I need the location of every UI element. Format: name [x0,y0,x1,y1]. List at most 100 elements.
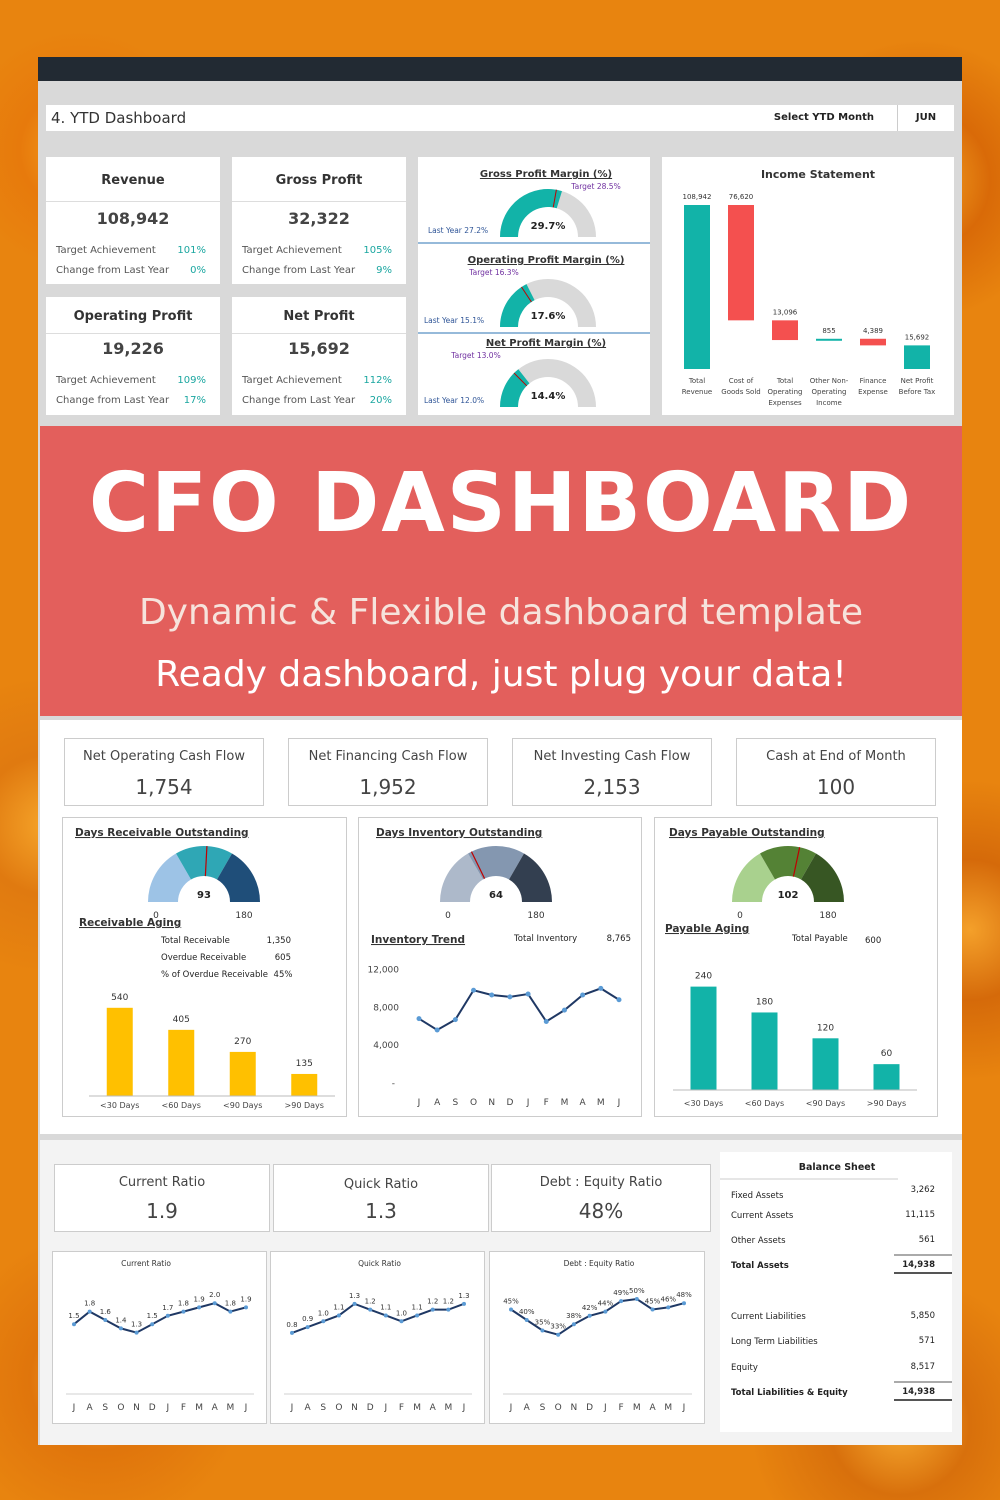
gauge-segment [509,853,552,902]
margin-value: 17.6% [531,311,566,322]
total-value: 600 [865,936,881,946]
ratio-point [462,1301,466,1306]
margin-value: 29.7% [531,221,566,232]
margin-last-year: Last Year 15.1% [424,316,484,325]
banner-tagline: Ready dashboard, just plug your data! [155,654,847,695]
ratio-point [244,1305,248,1310]
x-tick: O [470,1098,477,1108]
ratio-point [103,1318,108,1322]
gauge-segment [468,846,524,880]
target-value: 112% [363,375,392,386]
aging-bar [106,1007,133,1096]
inventory-point [489,992,495,998]
x-tick: A [649,1403,656,1413]
margin-title: Operating Profit Margin (%) [468,255,625,266]
stat-value: 45% [274,970,293,980]
balance-row-value: 571 [919,1336,935,1346]
balance-row-label: Current Assets [731,1211,794,1221]
waterfall-bar [684,205,710,369]
margin-title: Gross Profit Margin (%) [480,169,612,180]
ratio-kpi-title: Current Ratio [118,1175,206,1190]
ratio-label: 1.9 [194,1295,205,1303]
ratio-point [150,1322,155,1327]
aging-bar-label: 135 [296,1059,313,1069]
x-tick: F [618,1403,623,1413]
ratio-label: 44% [598,1300,614,1308]
ratio-label: 1.5 [147,1312,158,1320]
aging-bar [873,1064,900,1090]
x-tick: S [453,1098,459,1108]
x-tick: M [561,1098,569,1108]
y-tick: - [392,1079,395,1089]
gauge-fill [500,188,562,237]
gauge-track [500,359,596,407]
ratio-point [118,1326,123,1331]
dpo-chart: Days Payable Outstanding 102 0 180 Payable A… [665,827,917,1108]
balance-row-label: Long Term Liabilities [731,1337,818,1347]
balance-sheet-table: Balance Sheet Fixed Assets 3,262 Current As… [720,1152,952,1432]
gauge-value: 102 [778,890,799,901]
waterfall-bar [728,205,754,321]
margin-last-year: Last Year 12.0% [424,396,484,405]
waterfall-category: Expenses [768,399,802,407]
y-tick: 4,000 [373,1041,399,1051]
ratio-kpi-value: 1.9 [146,1199,178,1223]
aging-bar [229,1051,256,1096]
ratio-label: 1.9 [240,1295,251,1303]
ratio-point [650,1307,655,1312]
x-tick: O [555,1403,562,1413]
change-value: 20% [369,395,392,406]
x-tick: A [430,1403,437,1413]
ratio-point [181,1309,186,1314]
ratio-kpi-debt-equity: Debt : Equity Ratio 48% [491,1164,711,1232]
x-tick: M [444,1403,452,1413]
waterfall-bar [772,320,798,341]
cash-flow-section: Net Operating Cash Flow 1,754 Net Financ… [40,720,962,1134]
page-title: 4. YTD Dashboard [51,109,187,127]
ratio-point [666,1305,671,1310]
balance-sheet-panel: Balance Sheet Fixed Assets 3,262 Current As… [720,1152,952,1432]
aging-category: <90 Days [223,1101,262,1110]
balance-row-label: Equity [731,1363,758,1373]
margin-value: 14.4% [531,391,566,402]
x-tick: O [335,1403,342,1413]
x-tick: J [603,1403,607,1413]
ratio-point [336,1313,341,1318]
month-selector[interactable]: JUN [897,105,954,131]
chart-title: Current Ratio [121,1259,171,1268]
cash-kpi-title: Net Operating Cash Flow [83,749,245,764]
gauge-segment [176,846,232,880]
waterfall-bar [904,345,930,369]
x-tick: M [633,1403,641,1413]
ratio-label: 1.8 [178,1300,189,1308]
balance-row-value: 14,938 [902,1260,935,1270]
gauge-needle [552,189,557,208]
ratio-kpi-value: 48% [578,1199,624,1223]
total-label: Total Inventory [513,934,577,944]
ratio-label: 50% [629,1287,645,1295]
inventory-point [580,992,586,998]
gauge-value: 93 [197,890,211,901]
panel-title: Days Receivable Outstanding [75,827,249,839]
x-tick: J [526,1098,530,1108]
aging-category: <60 Days [162,1101,201,1110]
x-tick: O [117,1403,124,1413]
ratio-label: 1.8 [84,1300,95,1308]
dio-chart: Days Inventory Outstanding 64 0 180 Inventor… [368,827,632,1108]
gauge-segment [760,846,816,880]
balance-row-value: 14,938 [902,1387,935,1397]
ratio-label: 1.3 [349,1292,360,1300]
inventory-point [471,987,477,993]
balance-row-label: Total Liabilities & Equity [731,1388,848,1398]
gauge-needle [792,847,801,877]
inventory-line [418,987,620,1032]
dro-panel: Days Receivable Outstanding 93 0 180 Receiva… [62,817,347,1117]
dio-panel: Days Inventory Outstanding 64 0 180 Inventor… [358,817,642,1117]
ratio-label: 1.6 [100,1308,112,1316]
aging-category: <60 Days [745,1099,784,1108]
ratio-label: 45% [503,1298,519,1306]
margin-title: Net Profit Margin (%) [486,338,606,349]
ratio-point [72,1322,76,1327]
ratio-label: 2.0 [209,1291,220,1299]
x-tick: A [580,1098,587,1108]
